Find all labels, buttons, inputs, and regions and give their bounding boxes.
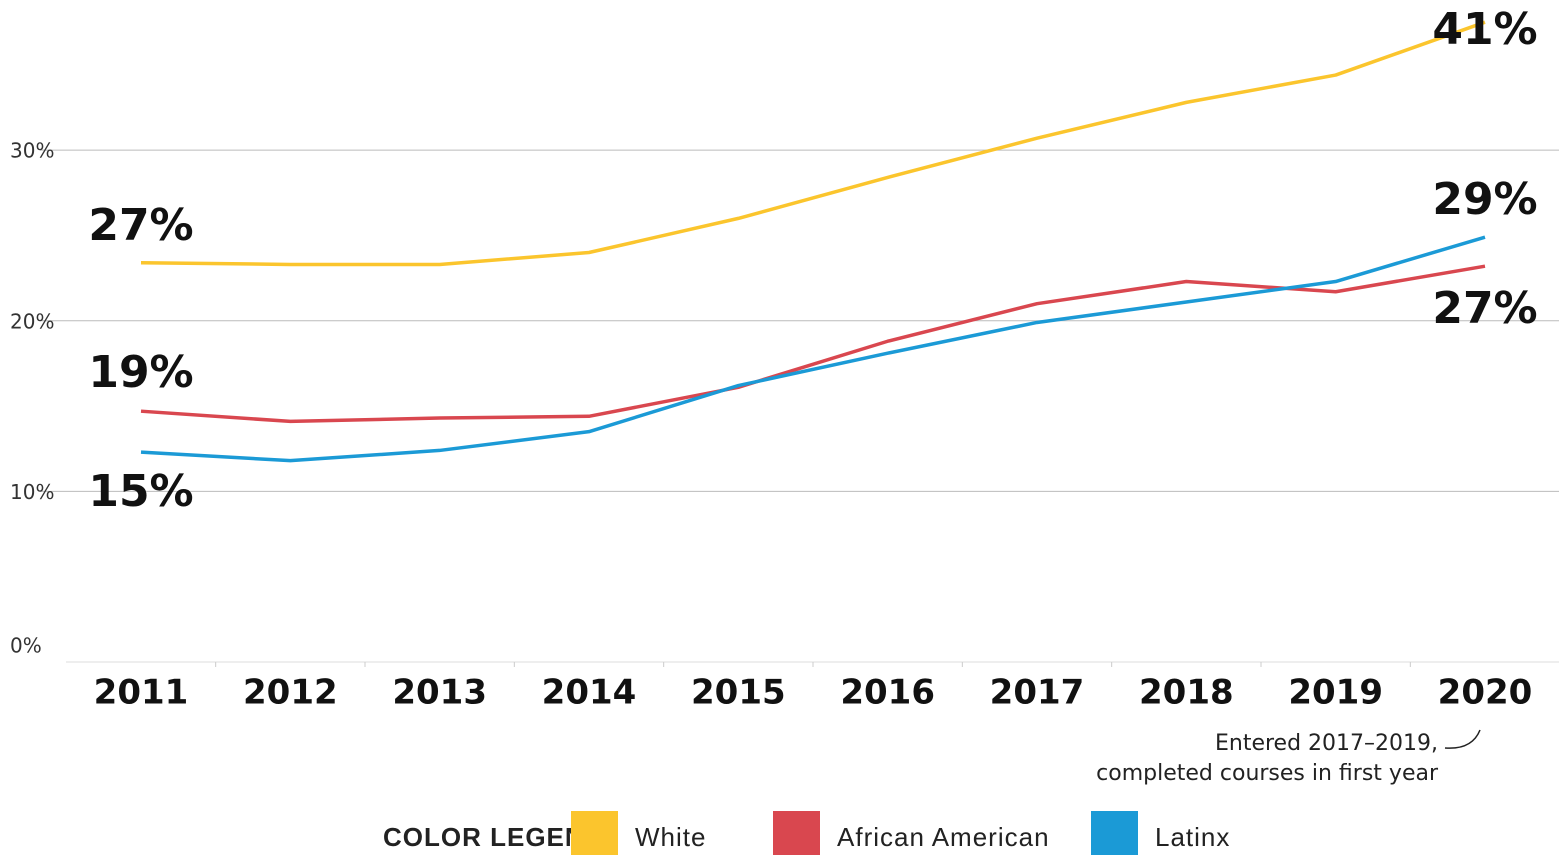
- annotation: 27%: [1432, 283, 1537, 334]
- legend-label: African American: [837, 822, 1050, 852]
- series-line: [140, 235, 1486, 463]
- note: Entered 2017–2019,: [1215, 731, 1438, 756]
- x-tick-label: 2020: [1438, 673, 1533, 713]
- x-tick-label: 2018: [1139, 673, 1234, 713]
- annotation: 19%: [88, 347, 193, 398]
- note: completed courses in first year: [1096, 761, 1439, 786]
- x-tick-label: 2016: [840, 673, 935, 713]
- legend-swatch: [773, 811, 820, 855]
- annotation: 29%: [1432, 174, 1537, 225]
- legend-swatch: [571, 811, 618, 855]
- legend-label: Latinx: [1155, 822, 1230, 852]
- legend-title: COLOR LEGEND: [383, 822, 604, 852]
- annotation: 41%: [1432, 4, 1537, 55]
- legend-swatch: [1091, 811, 1138, 855]
- y-tick-label: 10%: [10, 480, 54, 504]
- y-tick-label: 20%: [10, 309, 54, 333]
- legend-label: White: [635, 822, 706, 852]
- x-tick-label: 2017: [990, 673, 1085, 713]
- y-tick-label: 30%: [10, 139, 54, 163]
- x-tick-label: 2015: [691, 673, 786, 713]
- series-line: [140, 264, 1486, 424]
- note-arrow: [1444, 729, 1481, 749]
- x-tick-label: 2019: [1288, 673, 1383, 713]
- y-tick-label: 0%: [10, 634, 42, 658]
- x-tick-label: 2014: [542, 673, 637, 713]
- annotation: 27%: [88, 200, 193, 251]
- x-tick-label: 2013: [392, 673, 487, 713]
- series-line: [140, 20, 1486, 267]
- x-tick-label: 2011: [94, 673, 189, 713]
- annotation: 15%: [88, 466, 193, 517]
- x-tick-label: 2012: [243, 673, 338, 713]
